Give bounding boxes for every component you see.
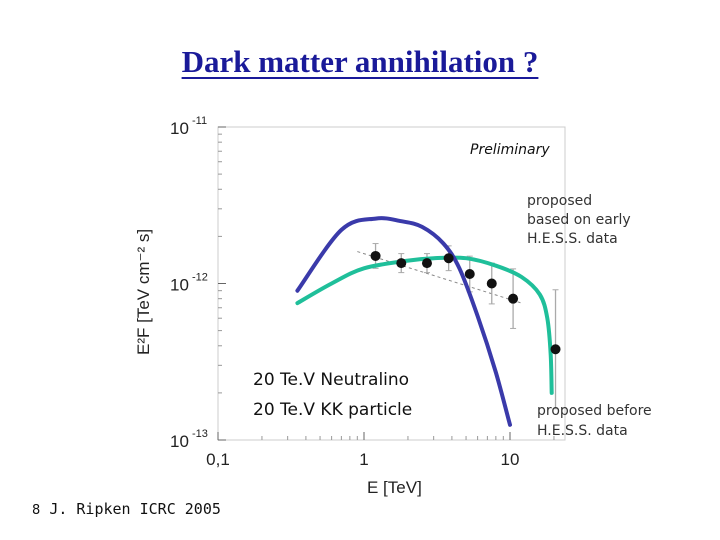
y-axis-title: E²F [TeV cm⁻² s] xyxy=(134,228,153,355)
y-tick-exponent: -11 xyxy=(192,115,207,127)
data-point xyxy=(443,253,454,264)
citation: 8 J. Ripken ICRC 2005 xyxy=(32,500,221,518)
data-point xyxy=(464,269,475,280)
x-axis-title: E [TeV] xyxy=(367,478,422,497)
note-early-line3: H.E.S.S. data xyxy=(527,231,618,247)
neutralino-curve xyxy=(295,216,512,427)
note-before-line1: proposed before xyxy=(537,403,652,419)
y-tick-label: 10 xyxy=(170,119,189,138)
data-point xyxy=(508,293,519,304)
fit-line xyxy=(357,251,522,304)
legend-kk: 20 Te.V KK particle xyxy=(253,400,413,420)
data-point xyxy=(421,258,432,269)
citation-text: J. Ripken ICRC 2005 xyxy=(49,500,221,518)
data-point xyxy=(550,344,561,355)
note-before-line2: H.E.S.S. data xyxy=(537,423,628,439)
bullet-icon: 8 xyxy=(32,503,41,518)
y-tick-exponent: -13 xyxy=(192,428,208,440)
data-point xyxy=(396,258,407,269)
legend-neutralino: 20 Te.V Neutralino xyxy=(253,370,410,390)
x-tick-label: 0,1 xyxy=(206,450,230,469)
x-tick-label: 1 xyxy=(359,450,368,469)
x-tick-label: 10 xyxy=(501,450,520,469)
kk-curve xyxy=(295,255,554,395)
slide-title: Dark matter annihilation ? xyxy=(181,44,539,79)
curve-gap xyxy=(352,205,360,217)
note-early-line2: based on early xyxy=(527,212,631,228)
data-point xyxy=(486,278,497,289)
data-point xyxy=(370,250,381,261)
y-tick-label: 10 xyxy=(170,276,189,295)
y-tick-exponent: -12 xyxy=(192,272,208,284)
note-early-line1: proposed xyxy=(527,193,593,209)
y-tick-label: 10 xyxy=(170,432,189,451)
preliminary-label: Preliminary xyxy=(468,142,552,158)
